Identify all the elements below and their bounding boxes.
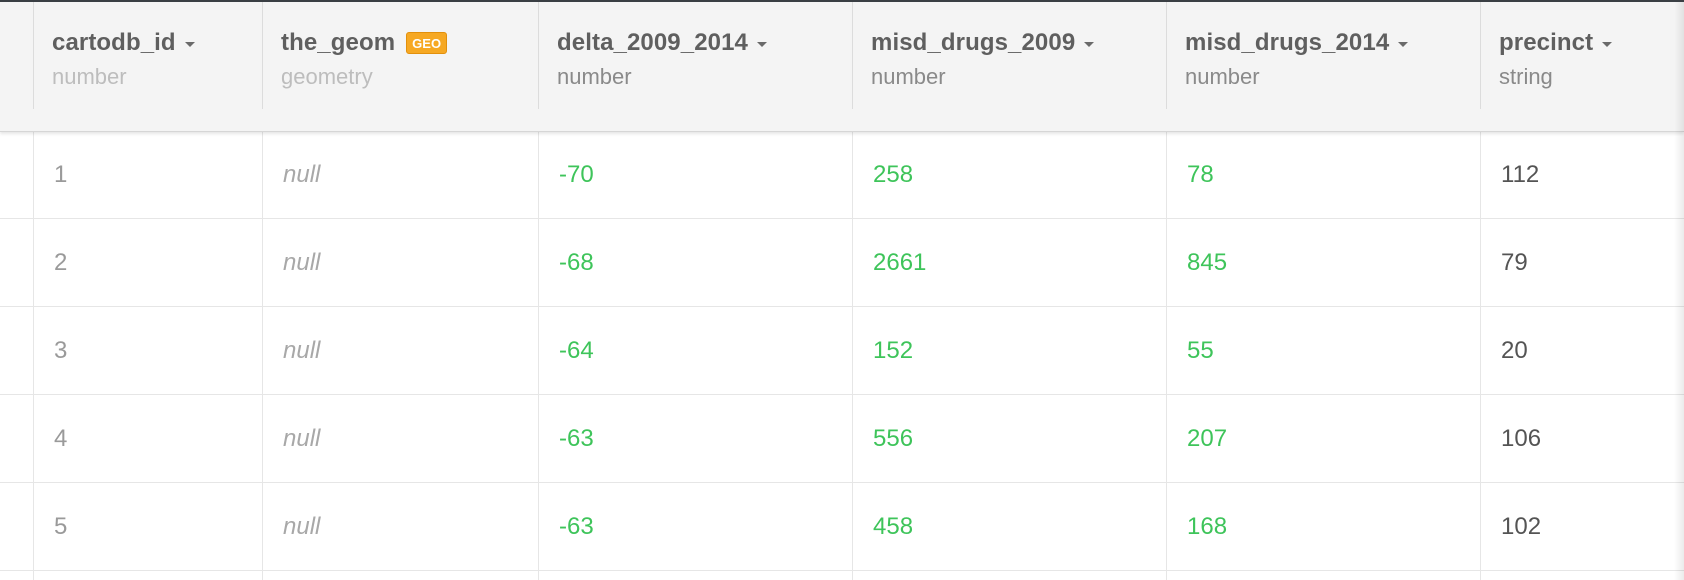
cell-cartodb-id[interactable]: 2 — [33, 219, 262, 307]
column-type: number — [871, 64, 946, 89]
table-header: cartodb_id number the_geom GEO geometry … — [0, 2, 1684, 132]
column-type: string — [1499, 64, 1553, 89]
column-name[interactable]: cartodb_id — [52, 29, 176, 56]
cell-precinct[interactable] — [1480, 571, 1684, 580]
column-header-misd-drugs-2009[interactable]: misd_drugs_2009 number — [852, 2, 1166, 109]
cell-precinct[interactable]: 106 — [1480, 395, 1684, 483]
column-header-delta-2009-2014[interactable]: delta_2009_2014 number — [538, 2, 852, 109]
cell-cartodb-id[interactable]: 1 — [33, 131, 262, 219]
chevron-down-icon[interactable] — [1084, 42, 1095, 47]
cell-the-geom[interactable]: null — [262, 307, 538, 395]
cell-precinct[interactable]: 20 — [1480, 307, 1684, 395]
table-body: 1 null -70 258 78 112 2 null -68 2661 84… — [0, 131, 1684, 580]
cell-misd-drugs-2014[interactable]: 78 — [1166, 131, 1480, 219]
column-header-cartodb-id[interactable]: cartodb_id number — [33, 2, 262, 109]
cell-misd-drugs-2014[interactable] — [1166, 571, 1480, 580]
scroll-edge-shadow — [1674, 2, 1684, 580]
column-type: number — [1185, 64, 1260, 89]
table-row: 4 null -63 556 207 106 — [0, 395, 1684, 483]
cell-cartodb-id[interactable]: 3 — [33, 307, 262, 395]
cell-cartodb-id[interactable]: 5 — [33, 483, 262, 571]
cell-misd-drugs-2009[interactable]: 556 — [852, 395, 1166, 483]
cell-delta-2009-2014[interactable]: -63 — [538, 395, 852, 483]
table-row: 3 null -64 152 55 20 — [0, 307, 1684, 395]
column-header-precinct[interactable]: precinct string — [1480, 2, 1684, 109]
column-name[interactable]: misd_drugs_2014 — [1185, 29, 1390, 56]
cell-misd-drugs-2009[interactable]: 458 — [852, 483, 1166, 571]
cell-misd-drugs-2009[interactable]: 152 — [852, 307, 1166, 395]
cell-cartodb-id[interactable]: 4 — [33, 395, 262, 483]
column-name[interactable]: precinct — [1499, 29, 1594, 56]
cell-misd-drugs-2009[interactable] — [852, 571, 1166, 580]
cell-precinct[interactable]: 112 — [1480, 131, 1684, 219]
cell-misd-drugs-2014[interactable]: 207 — [1166, 395, 1480, 483]
column-header-the-geom[interactable]: the_geom GEO geometry — [262, 2, 538, 109]
column-type: number — [52, 64, 127, 89]
cell-misd-drugs-2014[interactable]: 845 — [1166, 219, 1480, 307]
table-row: 5 null -63 458 168 102 — [0, 483, 1684, 571]
cell-delta-2009-2014[interactable]: -68 — [538, 219, 852, 307]
chevron-down-icon[interactable] — [1602, 42, 1613, 47]
table-row-partial — [0, 571, 1684, 580]
column-name[interactable]: misd_drugs_2009 — [871, 29, 1076, 56]
chevron-down-icon[interactable] — [1398, 42, 1409, 47]
cell-delta-2009-2014[interactable] — [538, 571, 852, 580]
cell-the-geom[interactable]: null — [262, 219, 538, 307]
geo-badge: GEO — [406, 32, 448, 54]
cell-delta-2009-2014[interactable]: -70 — [538, 131, 852, 219]
cell-misd-drugs-2009[interactable]: 258 — [852, 131, 1166, 219]
column-type: geometry — [281, 64, 373, 89]
cell-precinct[interactable]: 102 — [1480, 483, 1684, 571]
cell-the-geom[interactable] — [262, 571, 538, 580]
cell-the-geom[interactable]: null — [262, 131, 538, 219]
chevron-down-icon[interactable] — [184, 42, 195, 47]
cell-precinct[interactable]: 79 — [1480, 219, 1684, 307]
cell-misd-drugs-2009[interactable]: 2661 — [852, 219, 1166, 307]
cell-delta-2009-2014[interactable]: -63 — [538, 483, 852, 571]
cell-the-geom[interactable]: null — [262, 395, 538, 483]
column-name[interactable]: the_geom — [281, 29, 396, 56]
cell-delta-2009-2014[interactable]: -64 — [538, 307, 852, 395]
cell-misd-drugs-2014[interactable]: 55 — [1166, 307, 1480, 395]
column-header-misd-drugs-2014[interactable]: misd_drugs_2014 number — [1166, 2, 1480, 109]
column-name[interactable]: delta_2009_2014 — [557, 29, 748, 56]
table-row: 1 null -70 258 78 112 — [0, 131, 1684, 219]
cell-misd-drugs-2014[interactable]: 168 — [1166, 483, 1480, 571]
column-type: number — [557, 64, 632, 89]
chevron-down-icon[interactable] — [757, 42, 767, 47]
cell-the-geom[interactable]: null — [262, 483, 538, 571]
table-row: 2 null -68 2661 845 79 — [0, 219, 1684, 307]
cell-cartodb-id[interactable] — [33, 571, 262, 580]
